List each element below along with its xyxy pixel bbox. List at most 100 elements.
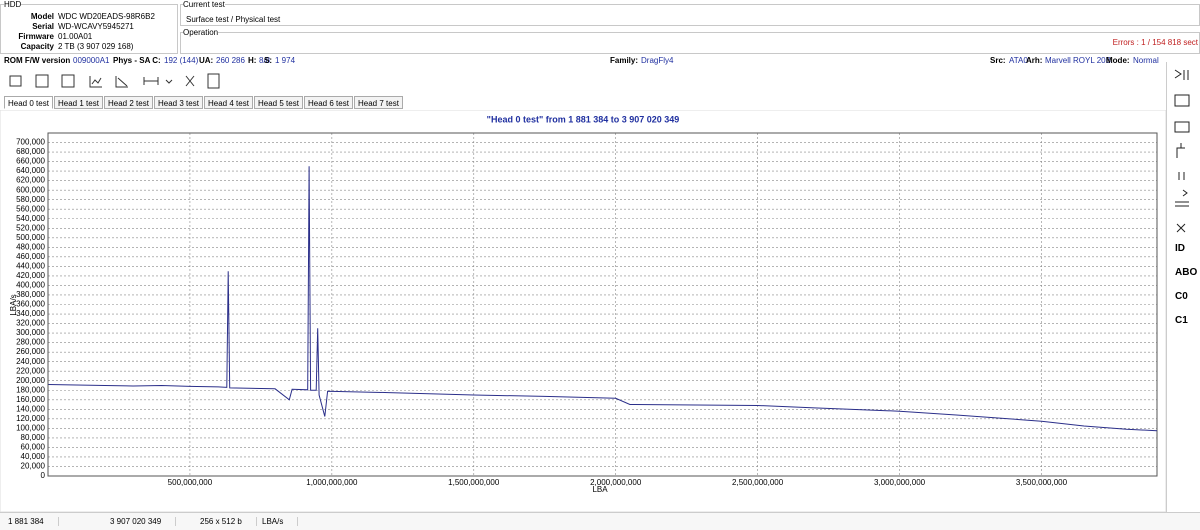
info-value: Normal <box>1133 56 1159 65</box>
plot-frame <box>47 132 1158 477</box>
y-tick-label: 220,000 <box>16 366 45 375</box>
y-tick-label: 0 <box>41 471 46 480</box>
x-tick-label: 2,000,000,000 <box>590 478 642 487</box>
status-cell: 256 x 512 b <box>200 517 257 526</box>
toolbar <box>9 73 220 89</box>
info-label: Mode: <box>1106 56 1130 65</box>
tab[interactable]: Head 5 test <box>254 96 303 109</box>
tool-button[interactable] <box>9 75 22 87</box>
x-tick-label: 1,000,000,000 <box>306 478 358 487</box>
status-bar: 1 881 384 3 907 020 349 256 x 512 b LBA/s <box>0 512 1200 530</box>
side-button[interactable] <box>1174 121 1190 133</box>
tool-button[interactable] <box>207 73 220 89</box>
side-button[interactable] <box>1174 94 1190 107</box>
tool-button[interactable] <box>61 74 75 88</box>
tool-button[interactable] <box>35 74 49 88</box>
chart-frame <box>0 110 1166 512</box>
operation-panel <box>180 32 1200 54</box>
tab[interactable]: Head 6 test <box>304 96 353 109</box>
status-cell: 3 907 020 349 <box>110 517 177 526</box>
info-label: UA: <box>199 56 214 65</box>
y-tick-label: 420,000 <box>16 271 45 280</box>
y-tick-label: 700,000 <box>16 138 45 147</box>
info-label: Family: <box>610 56 639 65</box>
tab[interactable]: Head 3 test <box>154 96 203 109</box>
y-tick-label: 500,000 <box>16 233 45 242</box>
hdd-group: HDD <box>4 0 22 9</box>
y-tick-label: 680,000 <box>16 147 45 156</box>
y-tick-label: 440,000 <box>16 261 45 270</box>
side-button[interactable]: ID <box>1175 243 1185 254</box>
tool-button[interactable] <box>89 76 102 88</box>
side-button[interactable] <box>1175 189 1189 207</box>
info-value: 8/8 <box>259 56 271 65</box>
y-tick-label: 480,000 <box>16 242 45 251</box>
y-tick-label: 520,000 <box>16 223 45 232</box>
y-axis-label: LBA/s <box>9 294 18 315</box>
current-test-panel <box>180 4 1200 26</box>
x-tick-label: 2,500,000,000 <box>732 478 784 487</box>
info-value: 192 (144) <box>164 56 199 65</box>
status-cell: 1 881 384 <box>8 517 59 526</box>
field-label: Model <box>30 12 54 21</box>
tool-button[interactable] <box>143 77 173 85</box>
operation-group: Operation <box>183 28 219 37</box>
side-button[interactable] <box>1176 223 1186 233</box>
y-tick-label: 320,000 <box>16 319 45 328</box>
field-value: 01.00A01 <box>58 32 93 41</box>
y-tick-label: 460,000 <box>16 252 45 261</box>
info-label: S: <box>264 56 272 65</box>
y-tick-label: 360,000 <box>16 300 45 309</box>
x-tick-label: 3,500,000,000 <box>1016 478 1068 487</box>
y-tick-label: 260,000 <box>16 347 45 356</box>
current-test-value: Surface test / Physical test <box>186 15 281 24</box>
y-tick-label: 600,000 <box>16 185 45 194</box>
side-toolbar: ID ABO C0 C1 <box>1166 62 1200 512</box>
y-tick-label: 300,000 <box>16 328 45 337</box>
chart-title: "Head 0 test" from 1 881 384 to 3 907 02… <box>487 114 680 124</box>
info-value: Marvell ROYL 20B <box>1045 56 1111 65</box>
y-tick-label: 280,000 <box>16 338 45 347</box>
field-value: WD-WCAVY5945271 <box>58 22 134 31</box>
side-button[interactable]: ABO <box>1175 267 1198 278</box>
y-tick-label: 240,000 <box>16 357 45 366</box>
side-button[interactable]: C1 <box>1175 315 1188 326</box>
info-value: 009000A1 <box>73 56 110 65</box>
field-label: Firmware <box>18 32 54 41</box>
info-label: Phys - SA C: <box>113 56 161 65</box>
side-button[interactable] <box>1176 143 1185 158</box>
current-test-group: Current test <box>183 0 225 9</box>
tab[interactable]: Head 0 test <box>4 96 53 109</box>
side-button[interactable] <box>1178 172 1185 180</box>
side-button[interactable] <box>1174 69 1189 80</box>
field-value: 2 TB (3 907 029 168) <box>58 42 134 51</box>
y-tick-label: 160,000 <box>16 395 45 404</box>
side-icons <box>1174 69 1190 233</box>
y-tick-label: 120,000 <box>16 414 45 423</box>
y-tick-label: 340,000 <box>16 309 45 318</box>
x-tick-label: 3,000,000,000 <box>874 478 926 487</box>
tab[interactable]: Head 4 test <box>204 96 253 109</box>
tab[interactable]: Head 2 test <box>104 96 153 109</box>
tab[interactable]: Head 1 test <box>54 96 103 109</box>
tool-button[interactable] <box>185 75 195 87</box>
y-tick-label: 640,000 <box>16 166 45 175</box>
info-label: H: <box>248 56 257 65</box>
info-value: DragFly4 <box>641 56 674 65</box>
info-value: 1 974 <box>275 56 296 65</box>
tool-button[interactable] <box>115 76 128 88</box>
status-cell: LBA/s <box>262 517 299 526</box>
y-tick-label: 180,000 <box>16 385 45 394</box>
tab[interactable]: Head 7 test <box>354 96 403 109</box>
info-label: ROM F/W version <box>4 56 71 65</box>
x-axis-label: LBA <box>592 485 608 494</box>
y-tick-label: 560,000 <box>16 204 45 213</box>
field-label: Capacity <box>20 42 54 51</box>
hdd-panel <box>0 4 178 54</box>
info-label: Arh: <box>1026 56 1043 65</box>
chart: "Head 0 test" from 1 881 384 to 3 907 02… <box>0 110 1166 512</box>
y-tick-label: 380,000 <box>16 290 45 299</box>
y-tick-label: 620,000 <box>16 176 45 185</box>
side-button[interactable]: C0 <box>1175 291 1188 302</box>
y-tick-label: 40,000 <box>21 452 46 461</box>
